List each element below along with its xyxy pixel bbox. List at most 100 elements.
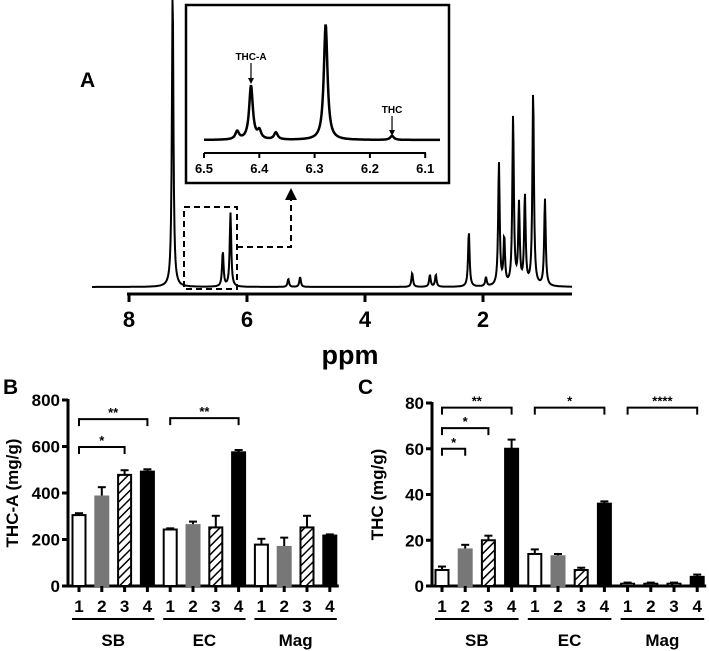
bar-sb-4 xyxy=(139,470,155,587)
significance-label: * xyxy=(567,394,573,409)
x-tick-label: 4 xyxy=(600,597,610,616)
bar-sb-3 xyxy=(480,539,496,587)
y-tick-label: 600 xyxy=(32,438,60,457)
significance-label: **** xyxy=(652,394,673,409)
bar-mag-4 xyxy=(322,534,338,587)
bar-mag-2 xyxy=(643,582,659,588)
y-tick-label: 20 xyxy=(405,531,424,550)
x-tick-label: 2 xyxy=(97,597,106,616)
bar-ec-3 xyxy=(208,526,224,587)
significance-bracket xyxy=(626,406,699,415)
group-label: EC xyxy=(558,631,582,650)
peak-annotation-label: THC xyxy=(382,105,403,116)
x-tick-label: 1 xyxy=(165,597,174,616)
y-tick-label: 0 xyxy=(415,577,424,596)
x-axis-label-ppm: ppm xyxy=(322,340,379,370)
bar-sb-4 xyxy=(504,447,520,587)
x-tick-label: 4 xyxy=(143,597,153,616)
x-tick-label: 6 xyxy=(241,307,253,332)
panel-label-c: C xyxy=(358,376,373,399)
bar-mag-2 xyxy=(276,545,292,588)
inset-frame xyxy=(184,3,451,185)
x-tick-label: 8 xyxy=(123,307,135,332)
panel-label-b: B xyxy=(3,376,18,399)
bar-sb-3 xyxy=(117,473,133,587)
group-label: EC xyxy=(193,631,217,650)
arrow-down-icon xyxy=(248,78,255,84)
inset-spectrum-trace xyxy=(204,24,440,142)
x-tick-label: 3 xyxy=(211,597,220,616)
inset-x-tick-label: 6.2 xyxy=(361,161,379,176)
group-label: SB xyxy=(465,631,489,650)
x-tick-label: 4 xyxy=(507,597,517,616)
significance-bracket xyxy=(441,447,467,456)
significance-label: ** xyxy=(199,404,210,419)
group-label: Mag xyxy=(645,631,679,650)
x-tick-label: 2 xyxy=(279,597,288,616)
y-tick-label: 400 xyxy=(32,484,60,503)
y-axis-label: THC-A (mg/g) xyxy=(3,439,22,548)
peak-annotation-label: THC-A xyxy=(235,52,266,63)
bar-ec-4 xyxy=(231,451,247,587)
x-tick-label: 3 xyxy=(669,597,678,616)
arrow-down-icon xyxy=(389,130,396,136)
bar-ec-1 xyxy=(527,552,543,587)
bar-sb-2 xyxy=(457,548,473,588)
inset-x-tick-label: 6.1 xyxy=(416,161,434,176)
significance-label: ** xyxy=(108,405,119,420)
group-label: SB xyxy=(101,631,125,650)
x-tick-label: 3 xyxy=(120,597,129,616)
group-label: Mag xyxy=(279,631,313,650)
inset-x-tick-label: 6.5 xyxy=(195,161,213,176)
x-tick-label: 2 xyxy=(477,307,489,332)
bar-sb-2 xyxy=(94,495,110,587)
inset-x-tick-label: 6.4 xyxy=(250,161,269,176)
bar-ec-2 xyxy=(185,524,201,588)
x-tick-label: 3 xyxy=(302,597,311,616)
x-tick-label: 4 xyxy=(359,307,372,332)
x-tick-label: 2 xyxy=(188,597,197,616)
arrow-up-icon xyxy=(285,188,297,200)
x-tick-label: 2 xyxy=(646,597,655,616)
y-tick-label: 40 xyxy=(405,486,424,505)
x-tick-label: 4 xyxy=(234,597,244,616)
x-tick-label: 1 xyxy=(437,597,446,616)
bar-ec-2 xyxy=(550,555,566,588)
x-tick-label: 4 xyxy=(325,597,335,616)
y-tick-label: 800 xyxy=(32,391,60,410)
significance-label: * xyxy=(451,435,457,450)
x-tick-label: 2 xyxy=(553,597,562,616)
bar-ec-4 xyxy=(596,502,612,587)
bar-mag-4 xyxy=(689,575,705,587)
x-tick-label: 4 xyxy=(692,597,702,616)
significance-bracket xyxy=(78,418,149,427)
significance-bracket xyxy=(441,406,513,415)
x-tick-label: 2 xyxy=(460,597,469,616)
significance-bracket xyxy=(533,406,606,415)
bar-mag-3 xyxy=(666,582,682,588)
bar-ec-3 xyxy=(573,568,589,587)
panel-label-a: A xyxy=(80,69,95,92)
nmr-spectrum: 8 6 4 2 6.5 6.4 6.3 6.2 6.1 THC-A THC xyxy=(92,0,572,332)
y-tick-label: 60 xyxy=(405,440,424,459)
x-tick-label: 1 xyxy=(530,597,539,616)
significance-label: ** xyxy=(472,394,483,409)
x-tick-label: 1 xyxy=(623,597,632,616)
zoom-connector xyxy=(237,198,292,248)
bar-sb-1 xyxy=(434,568,450,587)
x-tick-label: 1 xyxy=(74,597,83,616)
x-tick-label: 3 xyxy=(484,597,493,616)
significance-bracket xyxy=(169,417,240,426)
inset-x-tick-label: 6.3 xyxy=(306,161,324,176)
bar-ec-1 xyxy=(162,528,178,588)
y-axis-label: THC (mg/g) xyxy=(368,449,387,541)
y-tick-label: 200 xyxy=(32,531,60,550)
bar-mag-1 xyxy=(620,582,636,588)
x-tick-label: 1 xyxy=(257,597,266,616)
y-tick-label: 80 xyxy=(405,394,424,413)
significance-bracket xyxy=(78,445,126,454)
significance-label: * xyxy=(463,414,469,429)
x-tick-label: 3 xyxy=(576,597,585,616)
